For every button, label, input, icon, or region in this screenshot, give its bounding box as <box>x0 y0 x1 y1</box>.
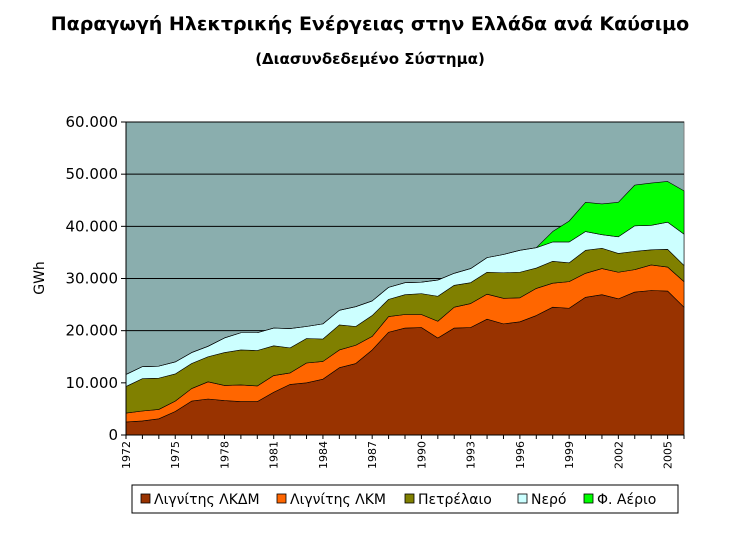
legend-label-0: Λιγνίτης ΛΚΔΜ <box>154 492 260 508</box>
x-tick-label-0: 1972 <box>120 441 133 469</box>
legend-label-1: Λιγνίτης ΛΚΜ <box>290 492 386 508</box>
legend-label-3: Νερό <box>531 492 567 508</box>
x-tick-label-2: 1978 <box>218 441 231 469</box>
legend-swatch-2 <box>404 493 415 504</box>
y-axis-label: GWh <box>32 261 48 295</box>
legend: Λιγνίτης ΛΚΔΜ Λιγνίτης ΛΚΜ Πετρέλαιο Νερό Φ.… <box>131 484 679 514</box>
y-tick-label-1: 10.000 <box>66 374 119 392</box>
legend-swatch-0 <box>140 493 151 504</box>
x-tick-label-10: 2002 <box>612 441 625 469</box>
y-axis-ticks: 0 10.000 20.000 30.000 40.000 50.000 60.000 <box>66 113 126 444</box>
x-tick-label-5: 1987 <box>366 441 379 469</box>
x-tick-label-4: 1984 <box>317 441 330 469</box>
legend-swatch-3 <box>517 493 528 504</box>
legend-swatch-4 <box>583 493 594 504</box>
y-tick-label-0: 0 <box>108 426 118 444</box>
x-tick-label-7: 1993 <box>465 441 478 469</box>
y-tick-label-3: 30.000 <box>66 270 119 288</box>
x-tick-label-11: 2005 <box>662 441 675 469</box>
x-tick-label-8: 1996 <box>514 441 527 469</box>
x-tick-label-9: 1999 <box>563 441 576 469</box>
chart-subtitle: (Διασυνδεδεμένο Σύστημα) <box>255 50 485 68</box>
chart-title: Παραγωγή Ηλεκτρικής Ενέργειας στην Ελλάδ… <box>51 13 689 35</box>
legend-swatch-1 <box>276 493 287 504</box>
legend-label-2: Πετρέλαιο <box>418 492 492 508</box>
x-tick-label-6: 1990 <box>415 441 428 469</box>
x-tick-label-1: 1975 <box>169 441 182 469</box>
y-tick-label-5: 50.000 <box>66 165 119 183</box>
x-tick-label-3: 1981 <box>268 441 281 469</box>
y-tick-label-2: 20.000 <box>66 322 119 340</box>
legend-label-4: Φ. Αέριο <box>597 492 656 508</box>
y-tick-label-4: 40.000 <box>66 217 119 235</box>
y-tick-label-6: 60.000 <box>66 113 119 131</box>
x-axis-ticks: 1972 1975 1978 1981 1984 1987 1990 1993 1996 1999… <box>120 435 685 469</box>
series-area-4 <box>125 181 685 375</box>
